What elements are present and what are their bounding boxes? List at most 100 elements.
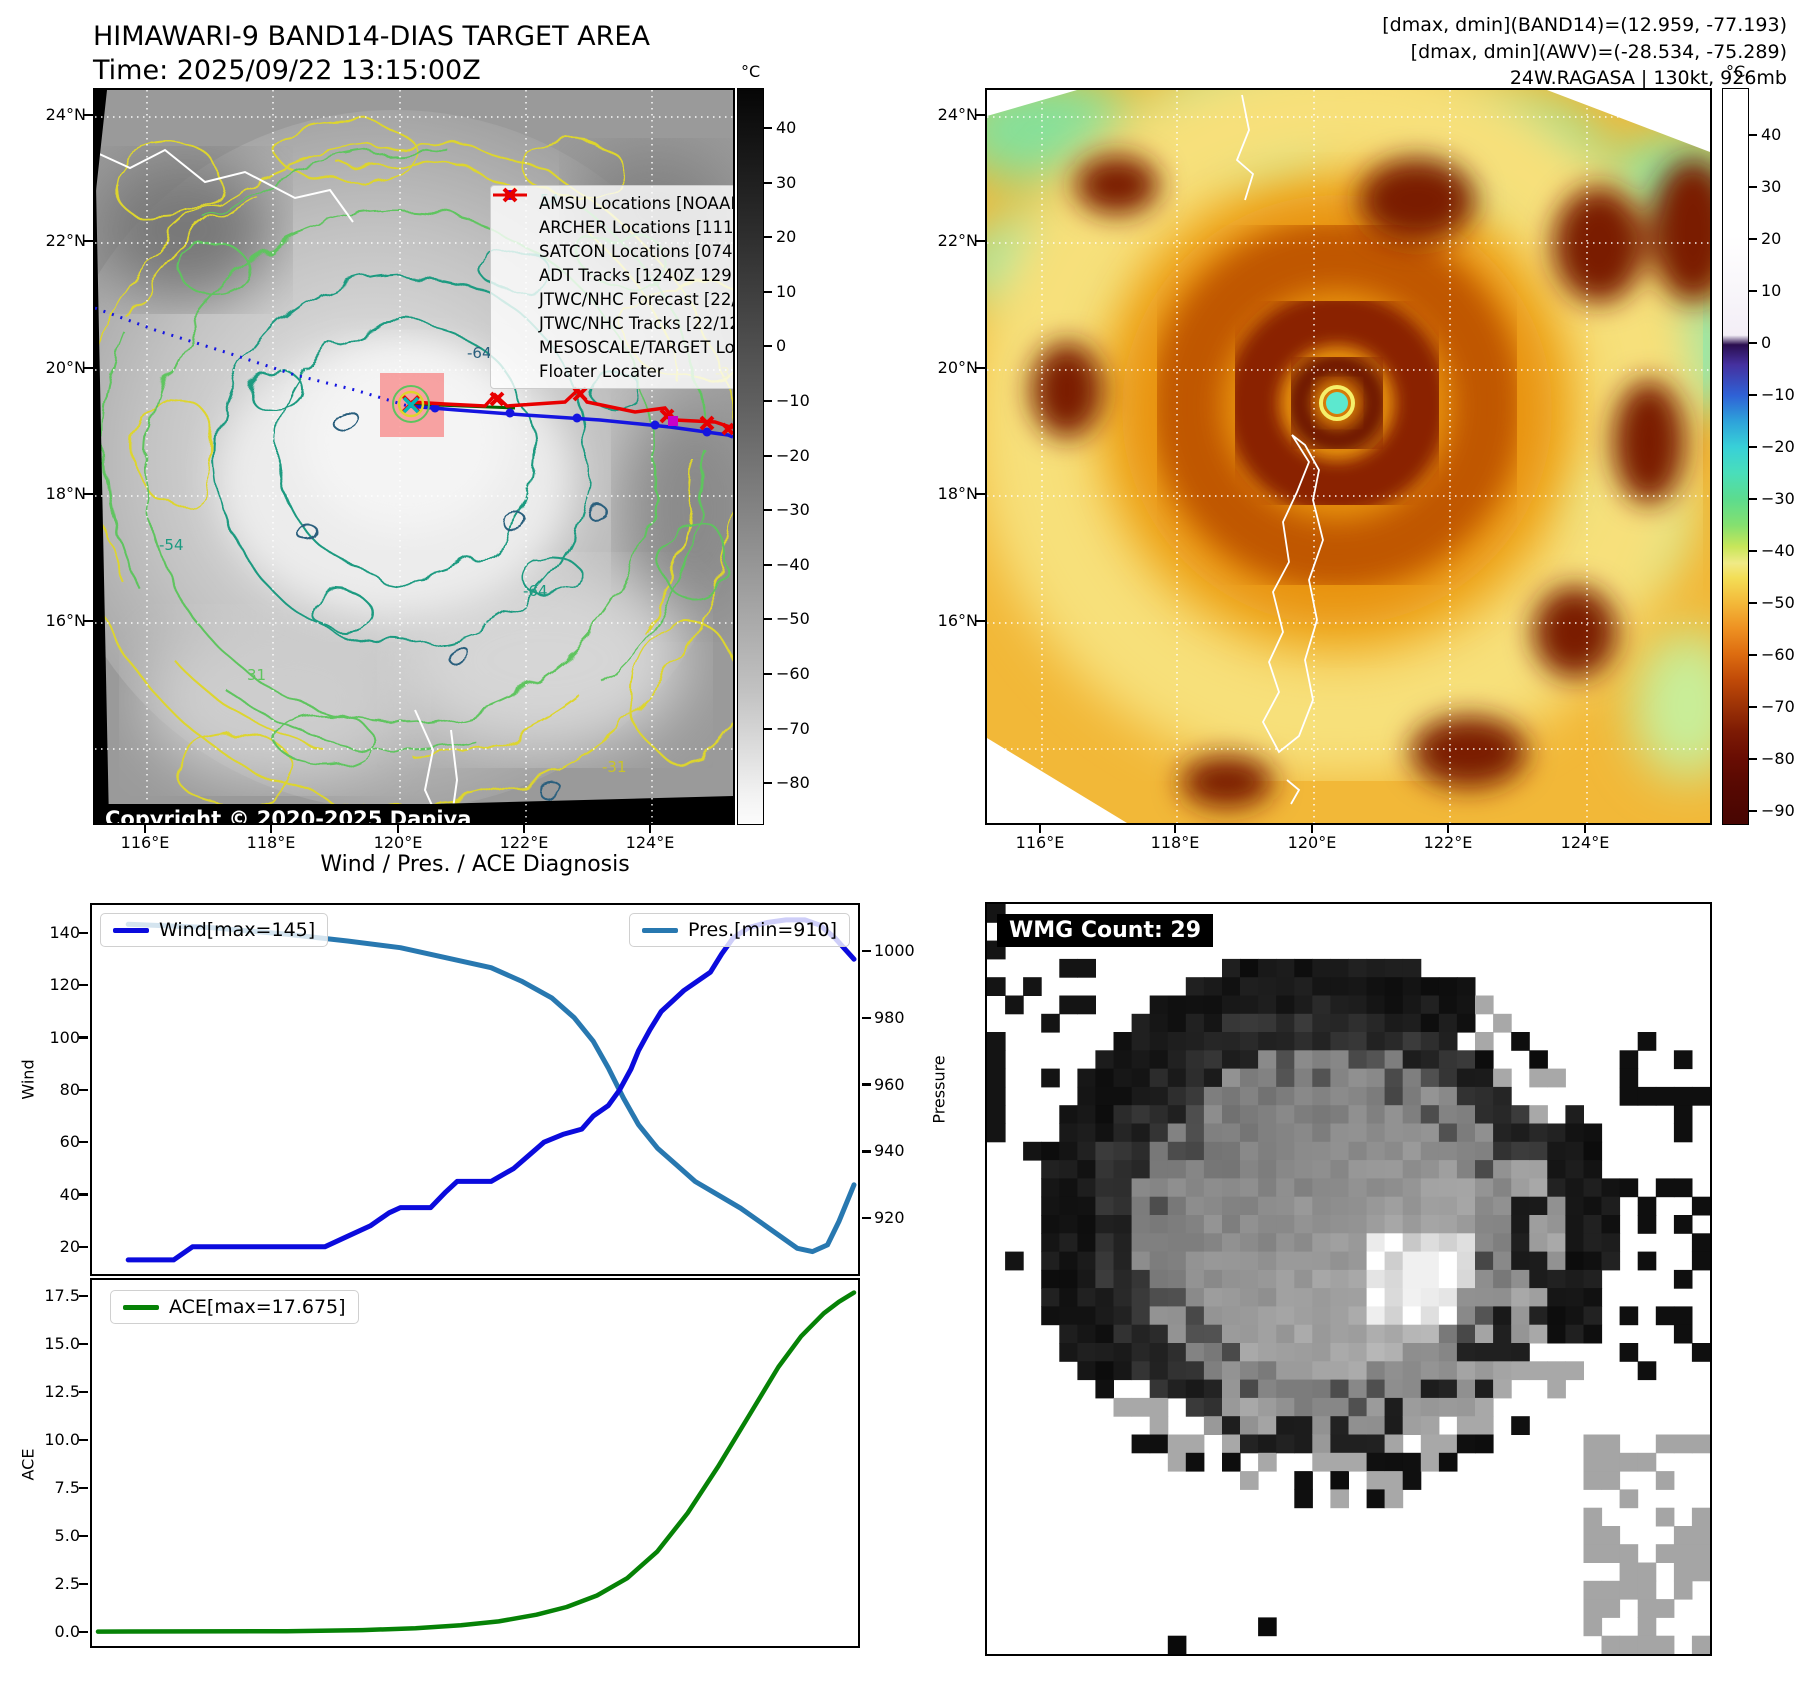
legend-swatch	[642, 927, 678, 933]
chart-tick-label: 1000	[874, 941, 915, 960]
graticule	[987, 90, 1710, 823]
awv-colorbar-unit: °C	[1726, 62, 1746, 81]
dmax-awv: [dmax, dmin](AWV)=(-28.534, -75.289)	[1410, 40, 1787, 63]
legend-item-label: JTWC/NHC Tracks [22/1200Z]	[539, 313, 733, 333]
colorbar-tick-label: 30	[776, 172, 797, 192]
colorbar-tick	[764, 236, 772, 239]
colorbar-tick	[1749, 810, 1757, 812]
colorbar-tick	[1749, 706, 1757, 708]
chart-tick	[79, 1390, 88, 1394]
chart-tick	[79, 1193, 88, 1196]
chart-tick-label: 120	[49, 975, 80, 995]
data-series-line	[125, 921, 857, 1255]
axis-tick	[1039, 825, 1041, 833]
chart-tick	[79, 931, 88, 935]
chart-tick-label: 60	[59, 1132, 80, 1152]
chart-tick	[79, 1141, 88, 1144]
colorbar-tick	[1749, 394, 1757, 396]
axis-tick	[144, 825, 146, 833]
colorbar-tick	[764, 290, 772, 293]
chart-tick	[79, 1088, 88, 1092]
wmg-microwave-image	[987, 904, 1710, 1654]
colorbar-tick-label: 20	[1761, 229, 1782, 248]
cyclone-eye	[1326, 392, 1348, 414]
legend-text: Pres.[min=910]	[688, 919, 837, 941]
axis-tick	[397, 825, 399, 833]
lat-tick-label: 20°N	[937, 358, 978, 377]
track-overlays	[95, 306, 733, 439]
axis-tick	[1174, 825, 1176, 833]
colorbar-tick	[1749, 446, 1757, 448]
lon-tick-label: 116°E	[1015, 833, 1065, 852]
dmax-band14: [dmax, dmin](BAND14)=(12.959, -77.193)	[1382, 14, 1787, 36]
colorbar-tick	[764, 345, 772, 348]
colorbar-tick-label: 40	[1761, 125, 1782, 144]
awv-map-panel	[985, 88, 1712, 825]
axis-tick	[976, 620, 985, 622]
chart-tick-label: 100	[49, 1027, 80, 1047]
lon-tick-label: 122°E	[1423, 833, 1473, 852]
contour-label: -54	[159, 536, 184, 554]
colorbar-tick-label: −30	[776, 500, 810, 520]
legend-item: AMSU Locations [NOAAMC/0127Z 163 901]	[497, 190, 733, 215]
colorbar-tick-label: −40	[1761, 541, 1795, 560]
chart-tick	[79, 1534, 88, 1538]
band14-map-panel: -64-64-54-313154-31 AMSU Locations [NOAA…	[93, 88, 735, 825]
chart-tick-label: 20	[59, 1236, 80, 1256]
axis-tick	[523, 825, 525, 833]
band14-colorbar-unit: °C	[741, 62, 761, 81]
chart-tick-label: 80	[59, 1079, 80, 1099]
legend-item-label: ARCHER Locations [1113Z]	[539, 217, 734, 237]
colorbar-tick	[1749, 550, 1757, 552]
charts-title: Wind / Pres. / ACE Diagnosis	[320, 852, 630, 877]
storm-info: [dmax, dmin](BAND14)=(12.959, -77.193) […	[1382, 12, 1787, 92]
lon-tick-label: 122°E	[499, 833, 549, 852]
satcon-x-marker	[402, 396, 420, 414]
legend-item-label: JTWC/NHC Forecast [22/0600Z]	[539, 289, 733, 309]
colorbar-tick	[764, 727, 772, 730]
axis-tick	[649, 825, 651, 833]
chart-tick	[862, 1217, 871, 1220]
lon-tick-label: 116°E	[120, 833, 170, 852]
lat-tick-label: 16°N	[937, 611, 978, 630]
colorbar-tick-label: −40	[776, 554, 810, 574]
chart-tick-label: 5.0	[54, 1526, 80, 1545]
chart-tick	[79, 1342, 88, 1346]
lon-tick-label: 118°E	[246, 833, 296, 852]
legend-item: ARCHER Locations [1113Z]	[497, 190, 734, 239]
colorbar-tick	[764, 181, 772, 184]
colorbar-tick-label: 0	[1761, 333, 1772, 352]
chart-tick-label: 940	[874, 1141, 905, 1161]
lon-tick-label: 118°E	[1150, 833, 1200, 852]
colorbar-tick	[764, 618, 772, 621]
jtwc-track-line	[407, 404, 733, 439]
chart-tick	[79, 1630, 88, 1634]
chart-tick	[862, 1150, 871, 1153]
chart-tick	[79, 1036, 88, 1039]
colorbar-tick-label: 40	[776, 118, 797, 137]
data-series-line	[95, 1290, 857, 1634]
legend-text: ACE[max=17.675]	[169, 1296, 346, 1318]
legend-swatch	[113, 927, 149, 933]
lat-tick-label: 20°N	[45, 358, 86, 377]
storm-id: 24W.RAGASA | 130kt, 926mb	[1509, 67, 1787, 90]
wmg-panel: WMG Count: 29	[985, 902, 1712, 1656]
colorbar-tick	[1749, 342, 1757, 344]
chart-tick-label: 7.5	[54, 1478, 80, 1497]
ace-plot	[95, 1290, 857, 1634]
pressure-axis-label: Pressure	[929, 1055, 949, 1124]
colorbar-tick	[764, 673, 772, 675]
chart-tick	[79, 1294, 88, 1298]
legend-item-label: MESOSCALE/TARGET Location	[539, 337, 735, 357]
chart-tick-label: 960	[874, 1074, 905, 1094]
chart-tick	[862, 1016, 871, 1019]
legend-item: ADT Tracks [1240Z 129.6 923.5]	[493, 193, 733, 287]
colorbar-tick	[764, 454, 772, 457]
lon-tick-label: 124°E	[1560, 833, 1610, 852]
colorbar-tick-label: −10	[1761, 385, 1795, 404]
ace-axis-label: ACE	[18, 1448, 38, 1481]
graticule	[95, 90, 733, 823]
awv-colorbar	[1722, 88, 1749, 825]
legend-item: SATCON Locations [0740Z 142 916]	[497, 188, 733, 263]
chart-tick-label: 40	[59, 1184, 80, 1204]
